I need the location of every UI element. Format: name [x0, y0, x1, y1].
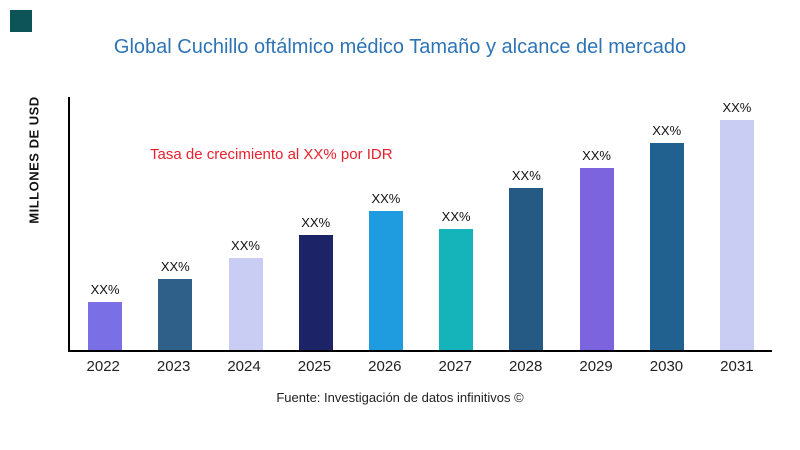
source-credit: Fuente: Investigación de datos infinitiv… — [276, 390, 524, 405]
plot-area: XX% XX% XX% XX% XX% XX% XX% XX% XX% XX% — [68, 97, 772, 352]
bar-2029 — [579, 167, 614, 350]
bar-value-label: XX% — [90, 281, 120, 297]
x-tick-label-2026: 2026 — [368, 358, 402, 375]
y-axis-label: MILLONES DE USD — [26, 96, 42, 224]
bar-slot-2022: XX% — [70, 97, 140, 350]
bar-value-label: XX% — [722, 99, 752, 115]
bar-slot-2024: XX% — [210, 97, 280, 350]
bar-value-label: XX% — [652, 122, 682, 138]
bar-value-label: XX% — [371, 190, 401, 206]
page-title: Global Cuchillo oftálmico médico Tamaño … — [113, 36, 687, 58]
x-tick-label-2027: 2027 — [438, 358, 472, 375]
corner-logo-square — [10, 10, 32, 32]
x-tick-label-2030: 2030 — [649, 358, 684, 375]
bar-2030 — [649, 142, 684, 350]
bar-2028 — [509, 188, 544, 350]
bar-slot-2031: XX% — [702, 97, 772, 350]
growth-rate-annotation: Tasa de crecimiento al XX% por IDR — [150, 146, 393, 163]
bar-value-label: XX% — [441, 208, 471, 224]
bar-value-label: XX% — [301, 214, 331, 230]
x-tick-label-2022: 2022 — [86, 358, 120, 375]
bar-2022 — [88, 301, 123, 350]
x-tick-label-2031: 2031 — [720, 358, 754, 375]
bar-slot-2025: XX% — [281, 97, 351, 350]
bar-value-label: XX% — [582, 147, 611, 163]
bars-row: XX% XX% XX% XX% XX% XX% XX% XX% XX% XX% — [70, 97, 772, 350]
bar-slot-2030: XX% — [632, 97, 702, 350]
bar-slot-2029: XX% — [561, 97, 631, 350]
bar-slot-2028: XX% — [491, 97, 561, 350]
x-tick-label-2028: 2028 — [508, 358, 543, 375]
bar-slot-2026: XX% — [351, 97, 421, 350]
bar-2031 — [719, 119, 754, 350]
x-tick-label-2023: 2023 — [156, 358, 191, 375]
x-tick-label-2024: 2024 — [227, 358, 261, 375]
bar-value-label: XX% — [231, 237, 260, 253]
bar-2025 — [298, 234, 333, 350]
bar-2027 — [439, 228, 474, 350]
bar-value-label: XX% — [511, 168, 541, 184]
x-tick-label-2025: 2025 — [297, 358, 332, 375]
bar-2026 — [368, 210, 403, 350]
bar-slot-2027: XX% — [421, 97, 491, 350]
bar-2023 — [158, 279, 193, 350]
bar-2024 — [228, 257, 263, 350]
x-axis-labels: 2022 2023 2024 2025 2026 2027 2028 2029 2030 2031 — [68, 358, 772, 375]
bar-value-label: XX% — [160, 259, 190, 275]
x-tick-label-2029: 2029 — [579, 358, 613, 375]
bar-slot-2023: XX% — [140, 97, 210, 350]
